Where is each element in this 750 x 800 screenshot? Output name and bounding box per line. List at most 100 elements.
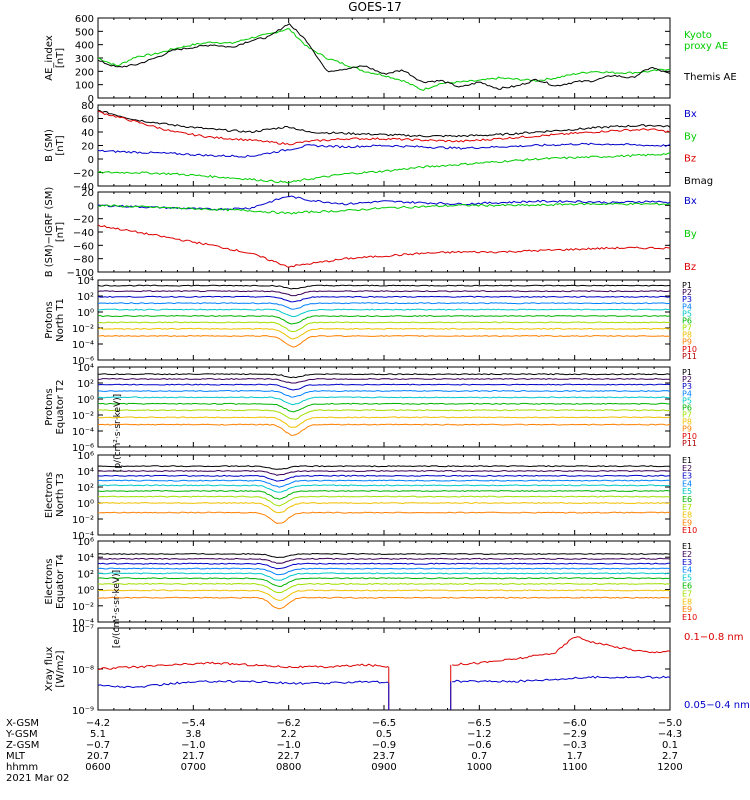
footer-value: 0800 <box>276 762 301 773</box>
flux-line-4 <box>98 572 670 581</box>
series-line-1 <box>98 202 670 215</box>
footer-value: 5.1 <box>90 729 106 740</box>
y-tick-label: 10⁻⁴ <box>72 618 94 629</box>
footer-value: −1.0 <box>277 740 301 751</box>
series-line-0-0 <box>98 661 389 670</box>
y-tick-label: 10⁻⁶ <box>72 356 94 367</box>
series-line-2 <box>98 224 670 268</box>
panel-frame <box>97 279 671 361</box>
y-tick-label: 10⁻² <box>72 602 94 613</box>
footer-value: −5.0 <box>658 718 682 729</box>
y-tick-label: −100 <box>67 268 94 279</box>
y-tick-label: −40 <box>73 228 94 239</box>
channel-label: E5 <box>682 574 692 583</box>
electron-units-label: [e/(cm²·s·sr·keV)] <box>112 570 122 648</box>
channel-label: P4 <box>682 389 692 398</box>
footer-value: −4.3 <box>658 729 682 740</box>
y-axis-label: [nT] <box>55 48 66 68</box>
series-label: Bx <box>684 196 697 207</box>
y-tick-label: 0 <box>88 155 94 166</box>
channel-label: E8 <box>682 597 692 606</box>
y-tick-label: 10⁻⁸ <box>72 665 94 676</box>
flux-line-6 <box>98 409 670 420</box>
channel-label: P2 <box>682 288 692 297</box>
y-axis-label: North T1 <box>55 298 66 342</box>
footer-value: 0700 <box>181 762 206 773</box>
y-axis-label: Electrons <box>44 558 55 604</box>
footer-label-mlt: MLT <box>6 751 26 762</box>
flux-line-5 <box>98 577 670 587</box>
channel-label: E6 <box>682 582 692 591</box>
channel-label: P5 <box>682 309 692 318</box>
series-line-2 <box>98 142 670 158</box>
footer-value: 0900 <box>371 762 396 773</box>
flux-line-5 <box>98 314 670 325</box>
panel-frame <box>97 627 671 711</box>
channel-label: P3 <box>682 382 692 391</box>
channel-label: E1 <box>682 542 692 551</box>
y-axis-label: [W/m2] <box>55 650 66 687</box>
channel-label: P7 <box>682 324 692 333</box>
footer-value: 2.2 <box>281 729 297 740</box>
footer-value: 0.7 <box>471 751 487 762</box>
y-tick-label: 10⁻⁶ <box>72 443 94 454</box>
y-axis-label: Electrons <box>44 472 55 518</box>
footer-value: −2.9 <box>563 729 587 740</box>
footer-value: 1200 <box>657 762 682 773</box>
series-line-1-1 <box>452 675 670 683</box>
flux-line-2 <box>98 383 670 391</box>
channel-label: E5 <box>682 487 692 496</box>
footer-value: −6.2 <box>277 718 301 729</box>
y-tick-label: 10⁶ <box>77 537 94 548</box>
proton-units-label: [p/(cm²·s·sr·keV)] <box>113 394 123 472</box>
footer-value: 1.7 <box>567 751 583 762</box>
series-line-0-1 <box>452 636 670 666</box>
date-label: 2021 Mar 02 <box>6 773 69 784</box>
channel-label: P7 <box>682 411 692 420</box>
y-tick-label: 10⁻² <box>72 515 94 526</box>
footer-label-hhmm: hhmm <box>6 762 38 773</box>
footer-value: 23.7 <box>373 751 395 762</box>
channel-label: P9 <box>682 425 692 434</box>
footer-value: 20.7 <box>87 751 109 762</box>
flux-line-0 <box>98 465 670 470</box>
footer-value: 1100 <box>562 762 587 773</box>
y-tick-label: 80 <box>81 101 94 112</box>
channel-label: P8 <box>682 331 692 340</box>
series-label: By <box>684 229 697 240</box>
channel-label: E6 <box>682 495 692 504</box>
flux-line-7 <box>98 501 670 514</box>
y-tick-label: 500 <box>75 27 94 38</box>
footer-value: −0.7 <box>86 740 110 751</box>
y-tick-label: 20 <box>81 142 94 153</box>
y-tick-label: 400 <box>75 41 94 52</box>
flux-line-1 <box>98 469 670 476</box>
footer-value: 0600 <box>85 762 110 773</box>
flux-line-7 <box>98 416 670 428</box>
channel-label: P9 <box>682 338 692 347</box>
y-tick-label: −20 <box>73 215 94 226</box>
channel-label: P6 <box>682 403 692 412</box>
y-tick-label: 10⁰ <box>77 308 94 319</box>
chart-title: GOES-17 <box>348 0 402 14</box>
y-tick-label: 10⁰ <box>77 395 94 406</box>
flux-line-1 <box>98 557 670 564</box>
footer-value: −4.2 <box>86 718 110 729</box>
y-tick-label: −40 <box>73 182 94 193</box>
y-axis-label: [nT] <box>55 135 66 155</box>
y-tick-label: 10² <box>77 569 94 580</box>
y-tick-label: 10⁴ <box>77 467 94 478</box>
y-axis-label: [nT] <box>55 222 66 242</box>
flux-line-4 <box>98 396 670 406</box>
y-tick-label: 10⁴ <box>77 553 94 564</box>
flux-line-0 <box>98 552 670 559</box>
y-tick-label: 0 <box>88 201 94 212</box>
flux-line-5 <box>98 402 670 413</box>
panel-frame <box>97 191 671 273</box>
footer-value: −0.3 <box>563 740 587 751</box>
y-tick-label: 40 <box>81 128 94 139</box>
series-line-0 <box>98 109 670 138</box>
channel-label: E9 <box>682 605 692 614</box>
channel-label: E4 <box>682 479 692 488</box>
